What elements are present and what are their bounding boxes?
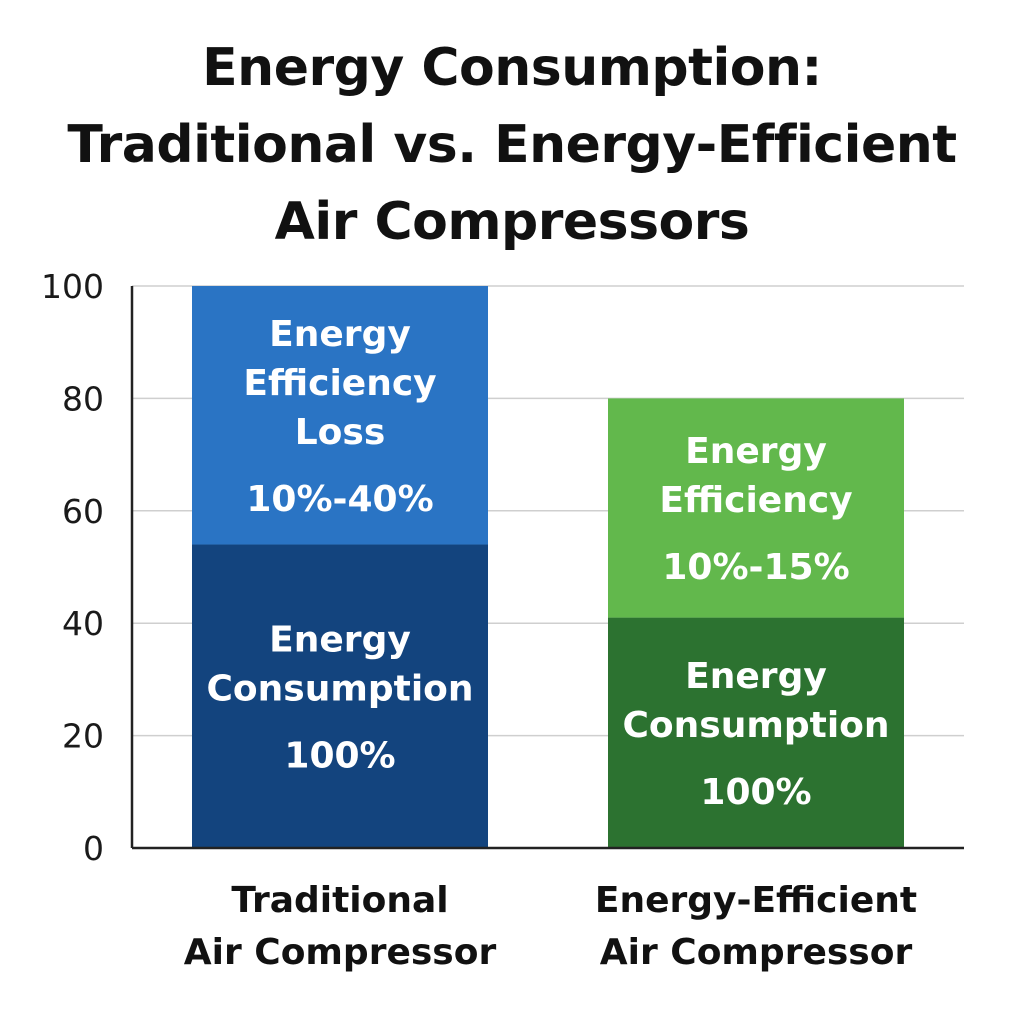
- bar-label: Energy: [685, 431, 827, 472]
- bar-segment: [192, 544, 488, 848]
- bar-label: 10%-15%: [662, 547, 849, 588]
- labels: Energy Consumption 100% Energy Efficiency Los…: [206, 314, 889, 813]
- axes: 0 20 40 60 80 100 Traditional Air Compressor Ene…: [41, 267, 964, 973]
- bar-label: Efficiency: [659, 480, 852, 521]
- chart-title: Energy Consumption: Traditional vs. Ener…: [0, 30, 1024, 261]
- bar-label: Consumption: [206, 668, 473, 709]
- bar-label: 100%: [284, 735, 395, 776]
- bar-label: Energy: [269, 314, 411, 355]
- bar-label: Consumption: [622, 705, 889, 746]
- x-category-label: Air Compressor: [184, 932, 497, 973]
- bar-label: Efficiency: [243, 363, 436, 404]
- bars: [192, 286, 904, 848]
- y-tick-label: 80: [62, 379, 104, 418]
- y-tick-label: 100: [41, 267, 104, 306]
- x-category-label: Energy-Efficient: [595, 880, 917, 921]
- y-tick-label: 20: [62, 717, 104, 756]
- y-tick-label: 40: [62, 604, 104, 643]
- x-category-label: Air Compressor: [600, 932, 913, 973]
- bar-segment: [192, 286, 488, 545]
- y-tick-label: 0: [83, 829, 104, 868]
- bar-label: 10%-40%: [246, 479, 433, 520]
- title-line-1: Energy Consumption:: [202, 38, 822, 98]
- title-line-3: Air Compressors: [274, 192, 750, 252]
- bar-segment: [608, 398, 904, 618]
- bar-segment: [608, 617, 904, 848]
- title-line-2: Traditional vs. Energy-Efficient: [67, 115, 957, 175]
- bar-label: 100%: [700, 772, 811, 813]
- bar-label: Energy: [269, 619, 411, 660]
- x-category-label: Traditional: [231, 880, 448, 921]
- bar-label: Loss: [295, 412, 386, 453]
- y-tick-label: 60: [62, 492, 104, 531]
- bar-label: Energy: [685, 656, 827, 697]
